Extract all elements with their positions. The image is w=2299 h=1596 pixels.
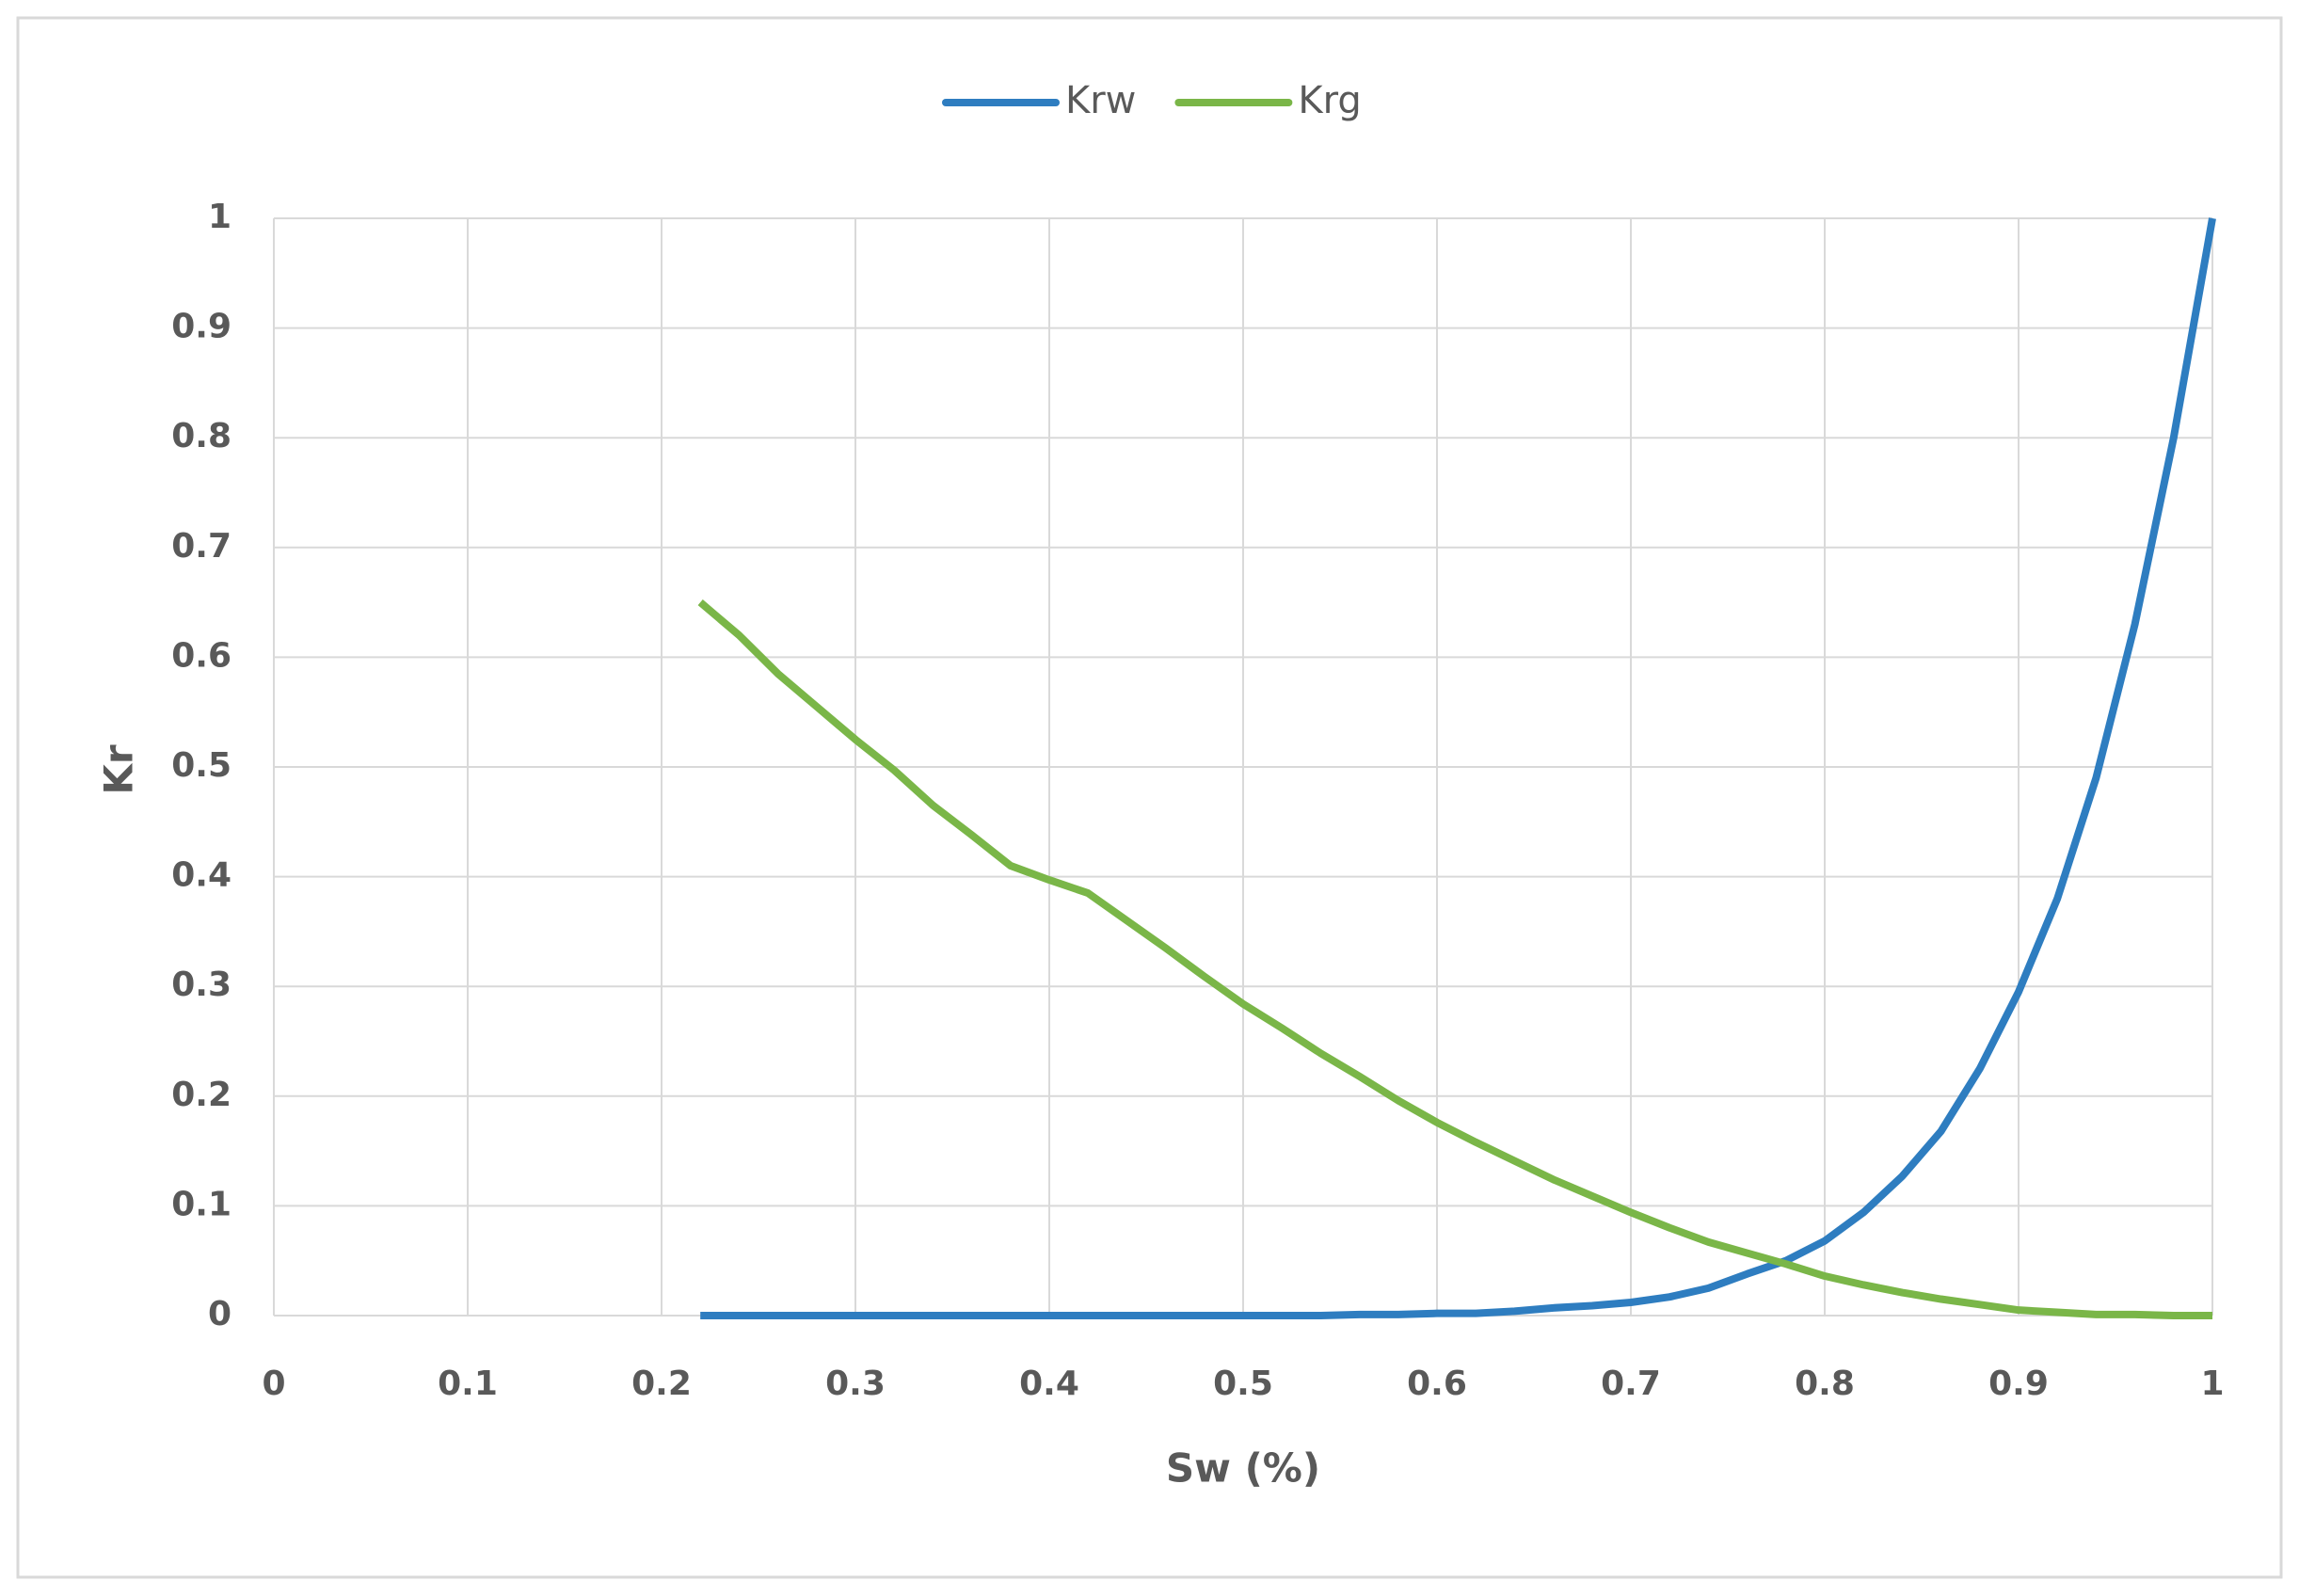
x-tick-label: 0.1 xyxy=(438,1365,498,1403)
x-tick-label: 1 xyxy=(2200,1365,2224,1403)
x-tick-label: 0.6 xyxy=(1407,1365,1467,1403)
y-tick-label: 0.2 xyxy=(171,1076,231,1114)
x-tick-label: 0.4 xyxy=(1019,1365,1079,1403)
line-series xyxy=(700,217,2216,1319)
y-tick-label: 0.5 xyxy=(171,746,231,785)
x-tick-label: 0.9 xyxy=(1988,1365,2049,1403)
x-tick-label: 0 xyxy=(262,1365,285,1403)
chart-frame xyxy=(16,16,2283,1579)
legend-label: Krg xyxy=(1298,79,1361,122)
x-tick-label: 0.7 xyxy=(1601,1365,1661,1403)
x-axis-title: Sw (%) xyxy=(1166,1445,1320,1492)
y-tick-label: 0 xyxy=(208,1295,231,1333)
x-tick-label: 0.8 xyxy=(1795,1365,1855,1403)
x-tick-label: 0.3 xyxy=(825,1365,886,1403)
y-tick-label: 0.9 xyxy=(171,308,231,346)
legend-label: Krw xyxy=(1065,79,1136,122)
line-series xyxy=(697,599,2212,1319)
x-tick-label: 0.2 xyxy=(631,1365,692,1403)
y-tick-label: 1 xyxy=(208,198,231,236)
x-tick-label: 0.5 xyxy=(1213,1365,1273,1403)
y-tick-label: 0.6 xyxy=(171,636,231,675)
y-axis-title: Kr xyxy=(96,744,142,795)
y-tick-label: 0.8 xyxy=(171,417,231,455)
y-tick-label: 0.4 xyxy=(171,856,231,895)
y-tick-label: 0.3 xyxy=(171,966,231,1004)
y-tick-label: 0.1 xyxy=(171,1185,231,1223)
y-tick-label: 0.7 xyxy=(171,527,231,566)
